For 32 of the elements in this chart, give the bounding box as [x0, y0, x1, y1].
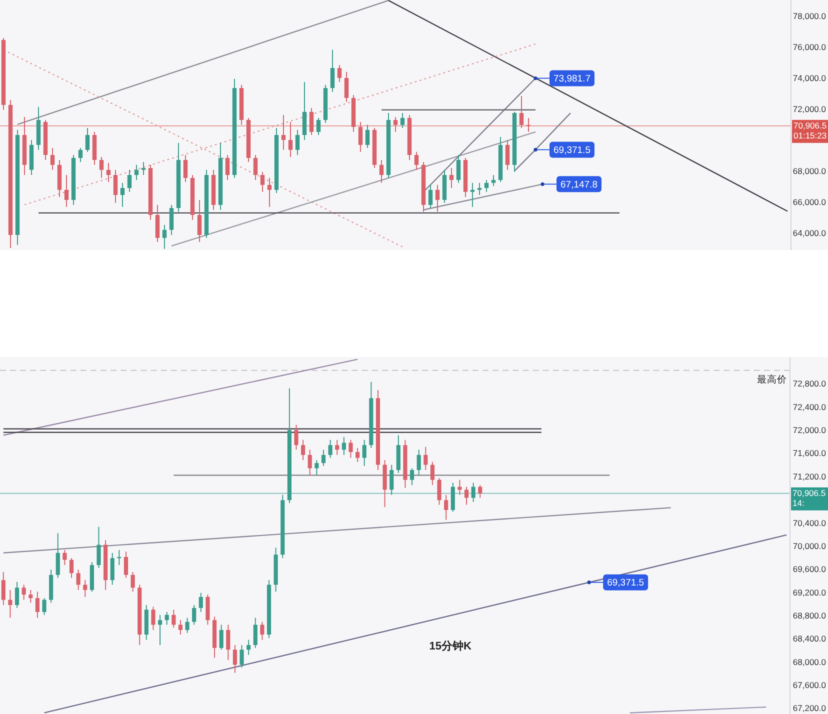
y-tick-label: 64,000.0: [792, 228, 826, 238]
y-tick-label: 68,000.0: [792, 656, 826, 667]
y-tick-label: 69,600.0: [792, 564, 826, 574]
y-tick-label: 67,600.0: [792, 680, 826, 690]
ref-line-label: 70,906.5 14:: [792, 488, 826, 508]
y-tick-label: 66,000.0: [792, 196, 826, 207]
y-tick-label: 68,800.0: [792, 610, 826, 620]
y-tick-label: 68,000.0: [792, 166, 826, 176]
data-label: 69,371.5: [554, 144, 590, 156]
point: [534, 148, 538, 152]
y-tick-label: 71,600.0: [792, 448, 826, 458]
annotation: 15分钟K: [429, 640, 472, 653]
annotation: 最高价: [757, 374, 787, 386]
data-label: 73,981.7: [554, 73, 590, 84]
y-tick-label: 78,000.0: [792, 10, 826, 21]
ref-line-label: 70,906.5 01:15:23: [794, 120, 827, 140]
y-tick-label: 68,400.0: [792, 634, 826, 644]
y-tick-label: 72,800.0: [792, 378, 826, 389]
point: [540, 182, 544, 186]
y-tick-label: 72,400.0: [792, 402, 826, 412]
y-tick-label: 72,000.0: [792, 425, 826, 436]
y-tick-label: 71,200.0: [792, 471, 826, 482]
y-tick-label: 74,000.0: [792, 72, 826, 83]
data-label: 69,371.5: [607, 578, 644, 589]
y-tick-label: 67,200.0: [792, 703, 826, 714]
y-tick-label: 76,000.0: [792, 42, 826, 52]
y-tick-label: 70,000.0: [792, 540, 826, 551]
y-tick-label: 70,400.0: [792, 518, 826, 528]
point: [534, 76, 538, 80]
y-tick-label: 72,000.0: [792, 104, 826, 114]
y-tick-label: 69,200.0: [792, 587, 826, 598]
data-label: 67,147.8: [560, 179, 598, 190]
